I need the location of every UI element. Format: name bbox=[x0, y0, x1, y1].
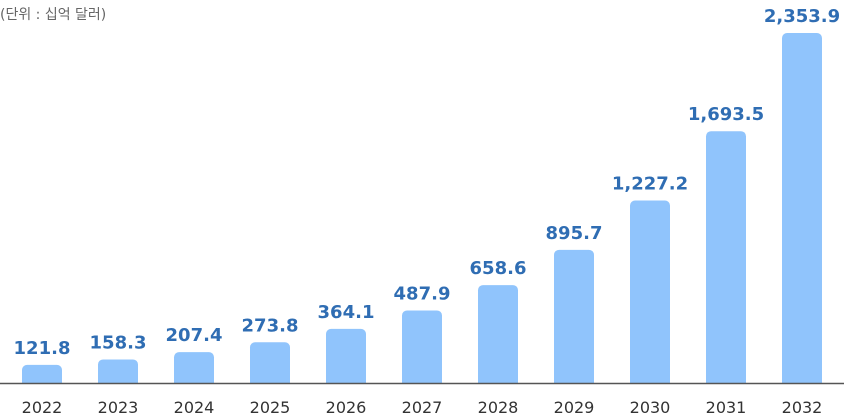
bar-2024 bbox=[174, 352, 214, 388]
x-tick-label-2030: 2030 bbox=[630, 398, 671, 417]
x-tick-label-2025: 2025 bbox=[250, 398, 291, 417]
bar-2022 bbox=[22, 364, 62, 388]
unit-label: (단위 : 십억 달러) bbox=[0, 7, 107, 23]
value-label-2027: 487.9 bbox=[394, 283, 451, 304]
bars-group bbox=[0, 33, 844, 390]
tick-labels-group: 2022 2023 2024 2025 2026 2027 2028 2029 2030 2031… bbox=[22, 398, 823, 417]
bar-2026 bbox=[326, 328, 366, 388]
x-tick-label-2027: 2027 bbox=[402, 398, 443, 417]
bar-2030 bbox=[630, 200, 670, 388]
x-tick-label-2023: 2023 bbox=[98, 398, 139, 417]
value-label-2024: 207.4 bbox=[166, 325, 223, 346]
bar-2028 bbox=[478, 285, 518, 388]
bar-2032 bbox=[782, 33, 822, 388]
value-label-2029: 895.7 bbox=[546, 223, 603, 244]
bar-2027 bbox=[402, 310, 442, 388]
bar-2029 bbox=[554, 249, 594, 388]
bar-2025 bbox=[250, 342, 290, 388]
value-label-2023: 158.3 bbox=[90, 332, 147, 353]
value-label-2031: 1,693.5 bbox=[688, 104, 764, 125]
x-tick-label-2032: 2032 bbox=[782, 398, 823, 417]
value-label-2022: 121.8 bbox=[14, 338, 71, 359]
bar-base-mask bbox=[0, 383, 844, 390]
x-tick-label-2024: 2024 bbox=[174, 398, 215, 417]
x-tick-label-2031: 2031 bbox=[706, 398, 747, 417]
value-label-2028: 658.6 bbox=[470, 258, 527, 279]
value-label-2026: 364.1 bbox=[318, 302, 375, 323]
x-tick-label-2028: 2028 bbox=[478, 398, 519, 417]
bar-2023 bbox=[98, 359, 138, 388]
x-tick-label-2029: 2029 bbox=[554, 398, 595, 417]
x-tick-label-2026: 2026 bbox=[326, 398, 367, 417]
x-tick-label-2022: 2022 bbox=[22, 398, 63, 417]
value-label-2025: 273.8 bbox=[242, 315, 299, 336]
value-label-2032: 2,353.9 bbox=[764, 6, 840, 27]
value-labels-group: 121.8 158.3 207.4 273.8 364.1 487.9 658.6 895.7… bbox=[14, 6, 841, 359]
value-label-2030: 1,227.2 bbox=[612, 174, 688, 195]
bar-2031 bbox=[706, 131, 746, 388]
